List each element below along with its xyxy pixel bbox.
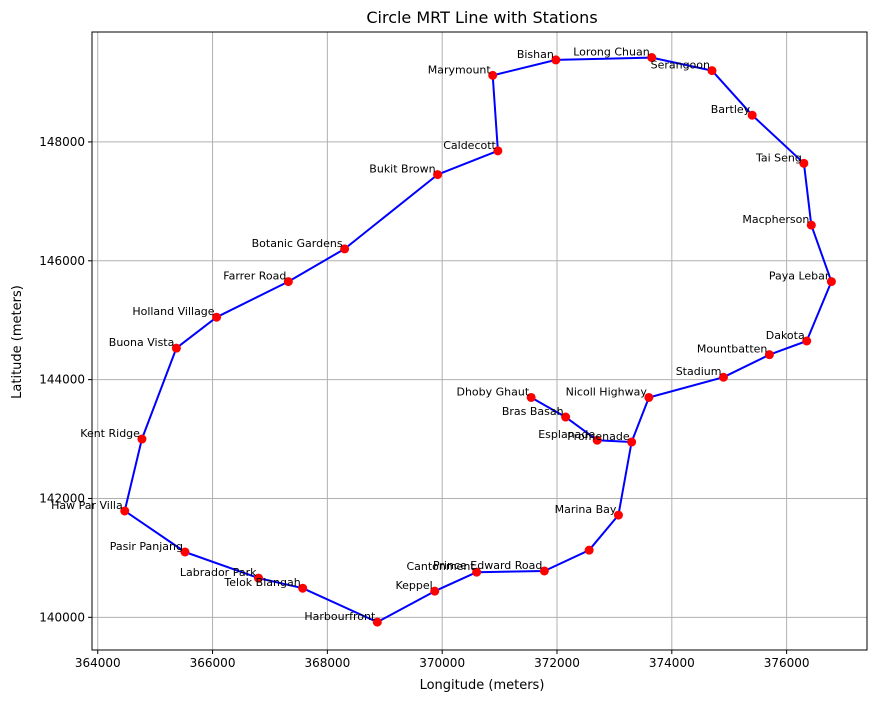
station-marker [802, 336, 812, 346]
station-label: Marina Bay [555, 503, 617, 516]
station-label: Telok Blangah [223, 576, 300, 589]
station-label: Tai Seng [755, 151, 802, 164]
station-marker [430, 586, 440, 596]
station-marker [707, 66, 717, 76]
grid-layer [92, 32, 867, 650]
station-label: Marymount [428, 63, 492, 76]
station-label: Cantonment [406, 560, 475, 573]
station-marker [551, 55, 561, 65]
station-marker [799, 158, 809, 168]
circle-line-route [123, 56, 833, 624]
station-marker [718, 372, 728, 382]
station-label: Prince Edward Road [433, 559, 542, 572]
station-marker [283, 277, 293, 287]
marker-layer [120, 53, 836, 627]
station-marker [647, 53, 657, 63]
station-label: Stadium [676, 365, 722, 378]
station-marker [627, 437, 637, 447]
station-marker [561, 412, 571, 422]
tick-layer: 364000 366000 368000 370000 372000 374000 3760… [39, 135, 809, 670]
station-label: Macpherson [742, 213, 809, 226]
station-marker [747, 110, 757, 120]
route-layer [123, 56, 833, 624]
station-marker [806, 220, 816, 230]
station-label: Keppel [395, 579, 432, 592]
station-label: Kent Ridge [80, 427, 140, 440]
station-label: Pasir Panjang [110, 540, 183, 553]
station-marker [592, 435, 602, 445]
station-marker [137, 434, 147, 444]
station-marker [613, 510, 623, 520]
station-label: Farrer Road [223, 270, 286, 283]
station-label: Botanic Gardens [252, 237, 343, 250]
x-axis-label: Longitude (meters) [420, 678, 545, 693]
station-label: Holland Village [132, 305, 214, 318]
station-label: Bras Basah [502, 405, 564, 418]
station-label: Nicoll Highway [566, 385, 648, 398]
station-marker [644, 392, 654, 402]
station-marker [526, 392, 536, 402]
station-marker [120, 506, 130, 516]
x-tick-label: 376000 [764, 656, 810, 670]
station-label: Buona Vista [109, 336, 175, 349]
station-label: Haw Par Villa [51, 499, 123, 512]
station-marker [584, 545, 594, 555]
y-tick-label: 148000 [39, 135, 85, 149]
y-axis-label: Latitude (meters) [10, 285, 25, 399]
station-marker [764, 350, 774, 360]
y-tick-label: 146000 [39, 254, 85, 268]
chart-title: Circle MRT Line with Stations [366, 8, 597, 27]
x-tick-label: 370000 [419, 656, 465, 670]
station-label: Esplanade [538, 428, 595, 441]
station-marker [433, 170, 443, 180]
station-marker [180, 547, 190, 557]
station-marker [298, 583, 308, 593]
station-label: Paya Lebar [769, 270, 830, 283]
station-marker [539, 566, 549, 576]
station-label: Caldecott [443, 139, 496, 152]
x-tick-label: 368000 [304, 656, 350, 670]
station-marker [488, 70, 498, 80]
station-marker [340, 244, 350, 254]
x-tick-label: 366000 [190, 656, 236, 670]
station-label: Labrador Park [180, 566, 257, 579]
station-label: Promenade [567, 430, 630, 443]
station-marker [171, 343, 181, 353]
station-label: Bishan [517, 48, 554, 61]
station-marker [493, 146, 503, 156]
station-label: Mountbatten [697, 343, 768, 356]
y-tick-label: 140000 [39, 610, 85, 624]
station-label: Serangoon [651, 59, 710, 72]
x-tick-label: 374000 [649, 656, 695, 670]
plot-frame [91, 31, 868, 651]
y-tick-label: 144000 [39, 373, 85, 387]
station-marker [826, 277, 836, 287]
station-label: Lorong Chuan [573, 46, 649, 59]
station-label: Bartley [711, 103, 751, 116]
station-marker [212, 312, 222, 322]
station-label: Dhoby Ghaut [456, 385, 529, 398]
station-label: Dakota [766, 329, 805, 342]
station-marker [472, 567, 482, 577]
y-tick-label: 142000 [39, 491, 85, 505]
x-tick-label: 364000 [75, 656, 121, 670]
x-tick-label: 372000 [534, 656, 580, 670]
station-label: Bukit Brown [369, 163, 435, 176]
station-marker [372, 617, 382, 627]
station-marker [253, 573, 263, 583]
station-label: Harbourfront [304, 610, 376, 623]
